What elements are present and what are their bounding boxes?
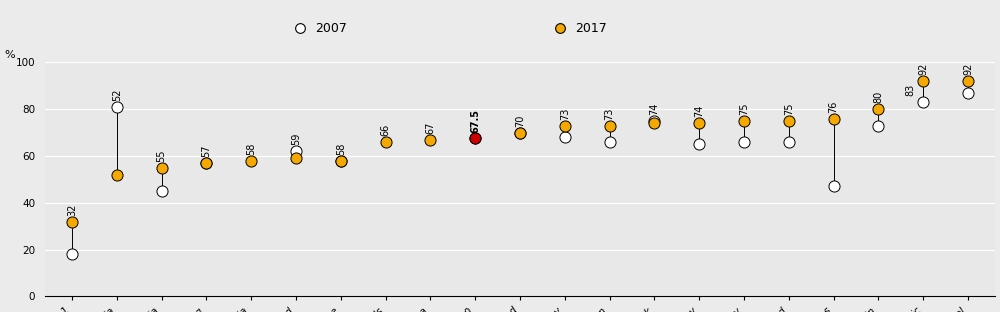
Text: 73: 73 [560,107,570,120]
Text: %: % [4,50,15,60]
Text: 32: 32 [67,203,77,216]
Text: 70: 70 [515,115,525,127]
Text: 67.5: 67.5 [470,109,480,133]
Text: 83: 83 [906,84,916,96]
Text: 75: 75 [784,103,794,115]
Text: 57: 57 [201,145,211,157]
Text: 67: 67 [425,121,435,134]
Text: 75: 75 [739,103,749,115]
Text: 2007: 2007 [315,22,347,35]
Text: 55: 55 [157,149,167,162]
Text: 74: 74 [694,105,704,117]
Text: 58: 58 [336,143,346,155]
Text: 76: 76 [829,100,839,113]
Text: 58: 58 [246,143,256,155]
Text: 74: 74 [649,103,659,115]
Text: 73: 73 [605,107,615,120]
Text: 66: 66 [381,124,391,136]
Text: 52: 52 [112,89,122,101]
Text: 2017: 2017 [575,22,607,35]
Text: 80: 80 [873,91,883,103]
Text: 92: 92 [918,63,928,75]
Text: 92: 92 [963,63,973,75]
Text: 59: 59 [291,133,301,145]
